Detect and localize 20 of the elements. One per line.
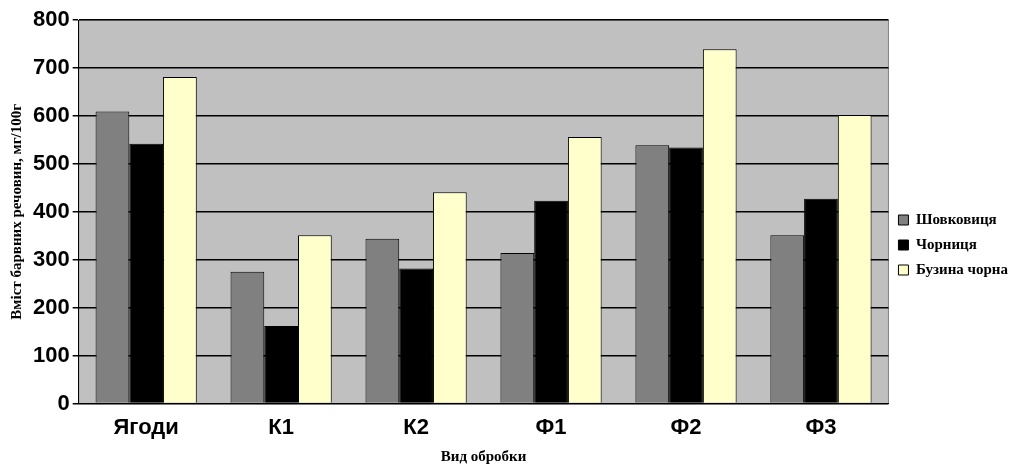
y-tick-label: 200 bbox=[32, 293, 70, 319]
y-tick-label: 800 bbox=[32, 6, 70, 32]
y-tick-label: 700 bbox=[32, 54, 70, 80]
x-tick-label: К1 bbox=[268, 413, 294, 439]
x-tick-label: К2 bbox=[403, 413, 429, 439]
y-tick-label: 0 bbox=[57, 389, 70, 415]
x-tick-label: Ф1 bbox=[535, 413, 567, 439]
y-axis-title: Вміст барвних речовин, мг/100г bbox=[7, 103, 24, 320]
legend-label: Бузина чорна bbox=[915, 260, 1009, 277]
legend-label: Шовковиця bbox=[915, 210, 997, 227]
x-axis-title: Вид обробки bbox=[440, 447, 527, 464]
y-tick-label: 100 bbox=[32, 341, 70, 367]
y-tick-label: 300 bbox=[32, 245, 70, 271]
y-tick-label: 400 bbox=[32, 197, 70, 223]
x-tick-label: Ф3 bbox=[805, 413, 837, 439]
legend-label: Чорниця bbox=[915, 235, 977, 252]
y-tick-label: 500 bbox=[32, 149, 70, 175]
x-tick-label: Ягоди bbox=[113, 413, 179, 439]
x-tick-label: Ф2 bbox=[670, 413, 702, 439]
y-tick-label: 600 bbox=[32, 101, 70, 127]
